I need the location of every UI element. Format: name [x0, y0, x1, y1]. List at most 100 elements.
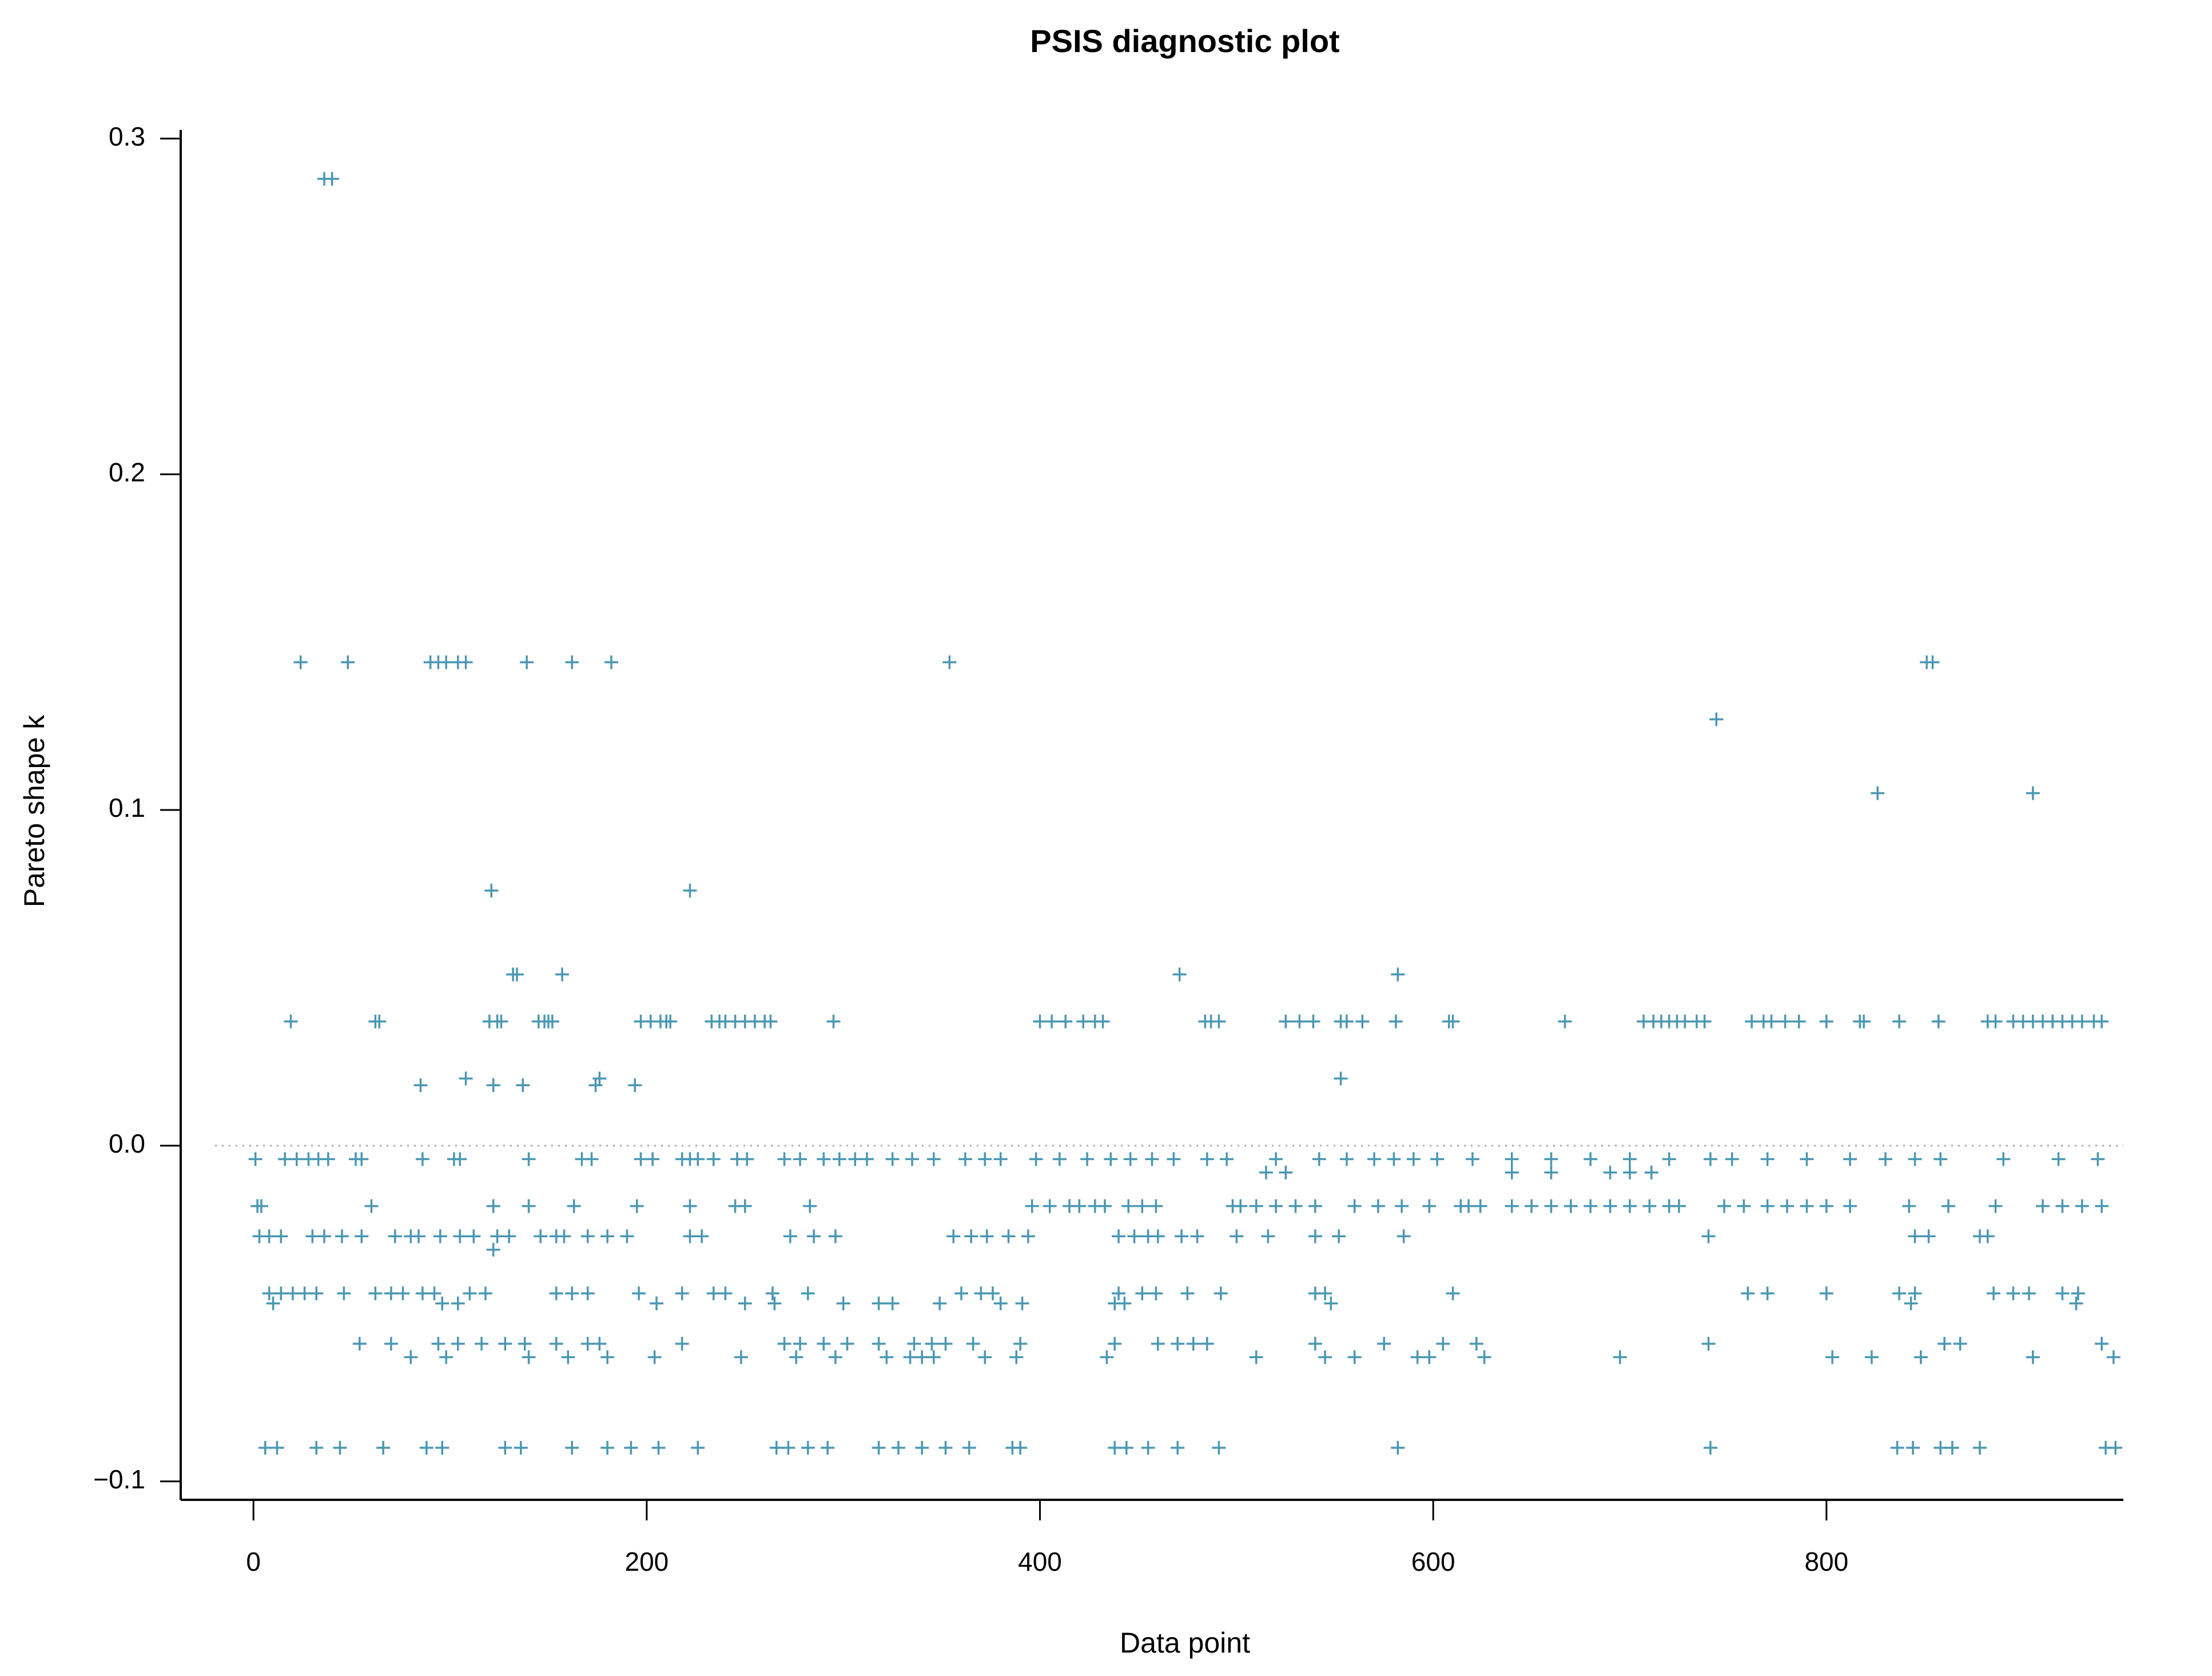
- point: [1892, 1286, 1907, 1301]
- point: [1819, 1199, 1833, 1213]
- point: [486, 1199, 500, 1213]
- point: [600, 1441, 615, 1455]
- point: [510, 967, 524, 982]
- point: [435, 1296, 449, 1310]
- point: [980, 1229, 994, 1244]
- point: [706, 1286, 721, 1301]
- point: [1355, 1014, 1370, 1028]
- point: [1080, 1152, 1095, 1166]
- point: [2022, 1286, 2036, 1301]
- point: [567, 1199, 581, 1213]
- y-tick-label: 0.1: [109, 793, 145, 823]
- point: [769, 1441, 783, 1455]
- point: [1603, 1199, 1617, 1213]
- point: [285, 1286, 300, 1301]
- point: [1127, 1229, 1141, 1244]
- point: [545, 1014, 559, 1028]
- point: [1913, 1350, 1928, 1364]
- point: [335, 1229, 349, 1244]
- point: [1505, 1165, 1519, 1179]
- point: [1013, 1337, 1028, 1351]
- point: [2108, 1441, 2123, 1455]
- point: [516, 1078, 530, 1093]
- point: [1446, 1286, 1460, 1301]
- y-tick-label: 0.0: [109, 1129, 145, 1158]
- point: [891, 1441, 905, 1455]
- point: [860, 1152, 874, 1166]
- point: [1558, 1014, 1572, 1028]
- point: [376, 1441, 391, 1455]
- point: [274, 1286, 288, 1301]
- point: [781, 1441, 795, 1455]
- point: [2075, 1014, 2089, 1028]
- point: [1544, 1152, 1558, 1166]
- point: [1703, 1152, 1717, 1166]
- point: [439, 1350, 453, 1364]
- point: [1745, 1014, 1759, 1028]
- point: [1938, 1337, 1952, 1351]
- point: [498, 1441, 512, 1455]
- point: [431, 1337, 445, 1351]
- point: [522, 1350, 536, 1364]
- point: [789, 1350, 803, 1364]
- point: [1167, 1152, 1181, 1166]
- point: [624, 1441, 638, 1455]
- point: [1603, 1165, 1617, 1179]
- point: [1312, 1152, 1326, 1166]
- point: [1104, 1152, 1118, 1166]
- point: [325, 172, 339, 186]
- point: [289, 1152, 304, 1166]
- point: [1921, 1229, 1936, 1244]
- point: [278, 1152, 292, 1166]
- point: [1234, 1199, 1248, 1213]
- point: [1230, 1229, 1244, 1244]
- point: [453, 1229, 467, 1244]
- point: [262, 1229, 276, 1244]
- point: [388, 1229, 402, 1244]
- point: [580, 1337, 595, 1351]
- point: [435, 1441, 449, 1455]
- point: [1391, 967, 1405, 982]
- point: [1175, 1229, 1189, 1244]
- point: [2069, 1296, 2083, 1310]
- point: [1249, 1199, 1263, 1213]
- point: [262, 1286, 276, 1301]
- point: [317, 1229, 331, 1244]
- point: [486, 1242, 500, 1257]
- point: [938, 1337, 953, 1351]
- point: [1422, 1199, 1437, 1213]
- point: [1261, 1229, 1275, 1244]
- point: [1825, 1350, 1840, 1364]
- point: [1819, 1286, 1833, 1301]
- point: [675, 1286, 689, 1301]
- point: [1760, 1199, 1775, 1213]
- point: [1059, 1014, 1073, 1028]
- point: [1149, 1286, 1163, 1301]
- point: [1306, 1014, 1320, 1028]
- point: [1387, 1152, 1401, 1166]
- point: [1701, 1229, 1716, 1244]
- point: [1902, 1199, 1916, 1213]
- point: [2095, 1199, 2109, 1213]
- point: [1097, 1199, 1112, 1213]
- point: [683, 1229, 697, 1244]
- point: [1953, 1337, 1967, 1351]
- point: [1149, 1199, 1163, 1213]
- point: [1662, 1152, 1676, 1166]
- point: [783, 1229, 797, 1244]
- point: [475, 1337, 489, 1351]
- point: [1100, 1350, 1114, 1364]
- point: [1015, 1296, 1029, 1310]
- point: [352, 1337, 367, 1351]
- point: [1406, 1152, 1421, 1166]
- point: [1200, 1337, 1214, 1351]
- point: [1717, 1199, 1732, 1213]
- point: [2095, 1337, 2109, 1351]
- point: [600, 1350, 615, 1364]
- x-tick-label: 0: [246, 1547, 261, 1576]
- point: [651, 1441, 666, 1455]
- point: [1642, 1199, 1657, 1213]
- point: [807, 1229, 821, 1244]
- point: [1200, 1152, 1214, 1166]
- point: [1473, 1199, 1487, 1213]
